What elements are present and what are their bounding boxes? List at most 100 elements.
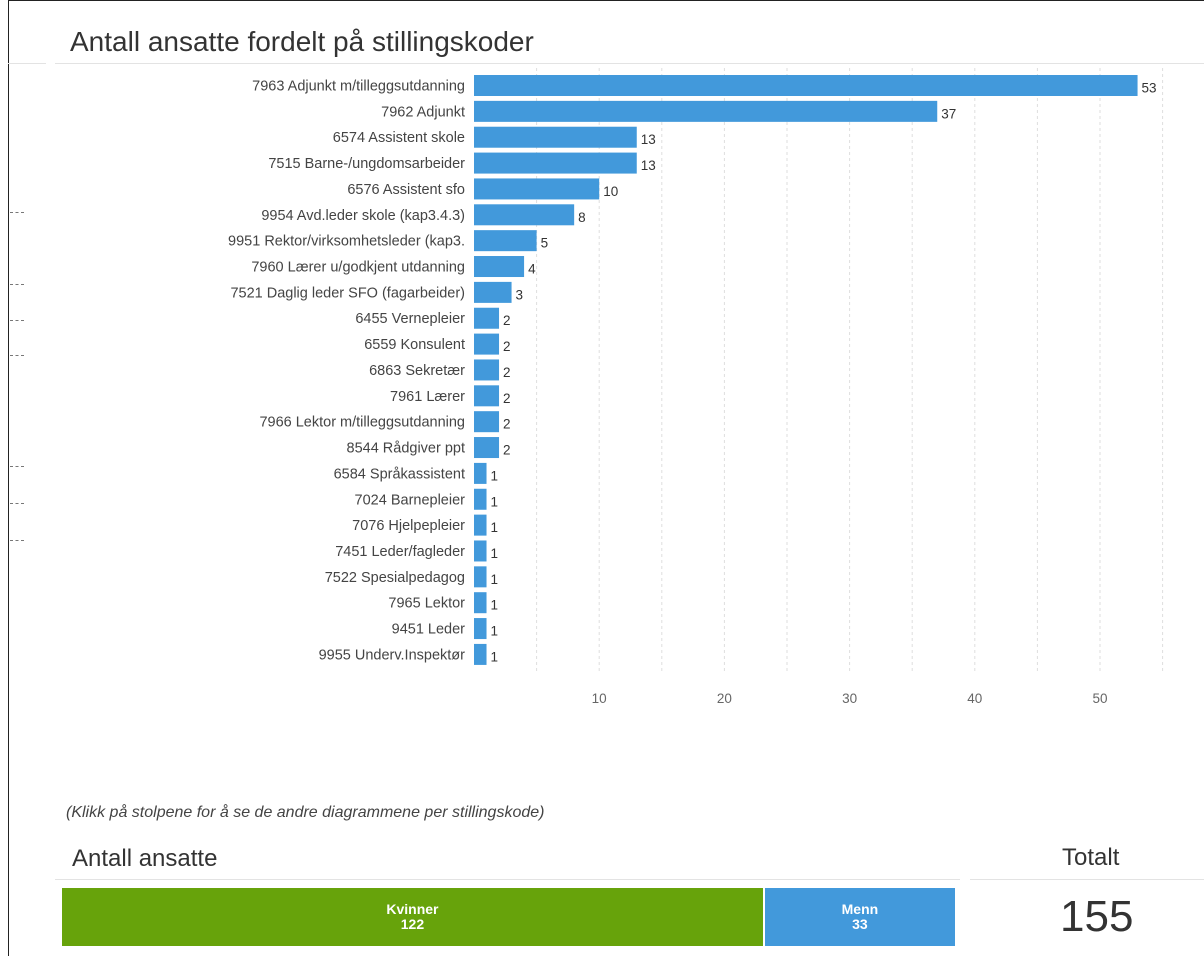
bar[interactable] (474, 592, 487, 614)
data-label: 2 (503, 313, 511, 328)
category-label: 8544 Rådgiver ppt (347, 441, 466, 457)
data-label: 1 (491, 649, 499, 664)
bar[interactable] (474, 488, 487, 510)
category-label: 9955 Underv.Inspektør (319, 647, 466, 663)
bar[interactable] (474, 307, 500, 329)
data-label: 1 (491, 468, 499, 483)
bar[interactable] (474, 204, 575, 226)
category-label: 6559 Konsulent (364, 337, 465, 353)
bar[interactable] (474, 385, 500, 407)
category-label: 6455 Vernepleier (355, 311, 465, 327)
bar[interactable] (474, 178, 600, 200)
category-label: 6863 Sekretær (369, 363, 465, 379)
bar[interactable] (474, 643, 487, 665)
data-label: 1 (491, 546, 499, 561)
data-label: 53 (1142, 81, 1157, 96)
data-label: 5 (541, 236, 549, 251)
x-tick-label: 30 (842, 691, 857, 706)
bar[interactable] (474, 566, 487, 588)
category-label: 7521 Daglig leder SFO (fagarbeider) (230, 285, 465, 301)
data-label: 1 (491, 494, 499, 509)
category-label: 7962 Adjunkt (381, 104, 465, 120)
bar[interactable] (474, 126, 637, 148)
side-dash (10, 284, 24, 285)
bar[interactable] (474, 100, 938, 122)
bar[interactable] (474, 281, 512, 303)
category-label: 7024 Barnepleier (355, 492, 466, 508)
category-label: 6584 Språkassistent (334, 466, 465, 482)
data-label: 37 (941, 106, 956, 121)
total-value: 155 (1060, 892, 1134, 941)
side-dash (10, 466, 24, 467)
bar[interactable] (474, 514, 487, 536)
data-label: 2 (503, 365, 511, 380)
men-count: 33 (852, 916, 868, 932)
x-tick-label: 10 (592, 691, 607, 706)
panel-left-border (8, 0, 9, 956)
bar[interactable] (474, 411, 500, 433)
side-dash (10, 355, 24, 356)
bar[interactable] (474, 256, 525, 278)
category-label: 7963 Adjunkt m/tilleggsutdanning (252, 79, 465, 95)
data-label: 2 (503, 339, 511, 354)
category-label: 7076 Hjelpepleier (352, 518, 465, 534)
data-label: 13 (641, 132, 656, 147)
men-label: Menn (841, 901, 879, 917)
data-label: 1 (491, 572, 499, 587)
category-label: 7966 Lektor m/tilleggsutdanning (259, 415, 465, 431)
bar[interactable] (474, 462, 487, 484)
category-label: 6574 Assistent skole (333, 130, 465, 146)
summary-title: Antall ansatte (72, 845, 218, 872)
category-label: 7522 Spesialpedagog (325, 570, 465, 586)
bar[interactable] (474, 437, 500, 459)
data-label: 1 (491, 598, 499, 613)
title-rule-left (8, 63, 46, 64)
bar[interactable] (474, 618, 487, 640)
data-label: 1 (491, 624, 499, 639)
data-label: 3 (516, 287, 524, 302)
side-dash (10, 212, 24, 213)
bar[interactable] (474, 152, 637, 174)
category-label: 9451 Leder (392, 622, 466, 638)
x-axis-ticks: 10 20 30 40 50 (592, 691, 1108, 706)
gridlines (536, 68, 1164, 674)
category-label: 9954 Avd.leder skole (kap3.4.3) (261, 208, 465, 224)
bar[interactable] (474, 75, 1138, 96)
category-label: 7515 Barne-/ungdomsarbeider (268, 156, 465, 172)
women-count: 122 (400, 916, 425, 932)
chart-title: Antall ansatte fordelt på stillingskoder (70, 26, 534, 57)
data-label: 13 (641, 158, 656, 173)
category-label: 7451 Leder/fagleder (335, 544, 465, 560)
side-dash (10, 503, 24, 504)
category-label: 7960 Lærer u/godkjent utdanning (251, 260, 465, 276)
data-label: 2 (503, 391, 511, 406)
data-label: 4 (528, 262, 536, 277)
total-title: Totalt (1062, 844, 1120, 871)
category-label: 7961 Lærer (390, 389, 465, 405)
gender-stacked-bar: Kvinner 122 Menn 33 (62, 888, 955, 946)
x-tick-label: 40 (967, 691, 982, 706)
x-tick-label: 50 (1092, 691, 1107, 706)
x-tick-label: 20 (717, 691, 732, 706)
data-label: 10 (603, 184, 618, 199)
side-dash (10, 320, 24, 321)
click-hint: (Klikk på stolpene for å se de andre dia… (66, 804, 545, 821)
bar[interactable] (474, 230, 537, 252)
data-label: 2 (503, 417, 511, 432)
panel-top-border (8, 0, 1204, 1)
women-label: Kvinner (386, 901, 439, 917)
women-segment[interactable]: Kvinner 122 (62, 888, 765, 946)
category-label: 6576 Assistent sfo (347, 182, 465, 198)
bar[interactable] (474, 359, 500, 381)
title-rule (55, 63, 1204, 64)
category-label: 9951 Rektor/virksomhetsleder (kap3. (228, 234, 465, 250)
bar[interactable] (474, 333, 500, 355)
total-rule (970, 879, 1204, 880)
summary-rule (55, 879, 960, 880)
data-label: 2 (503, 443, 511, 458)
category-label: 7965 Lektor (388, 596, 465, 612)
men-segment[interactable]: Menn 33 (764, 888, 955, 946)
bar[interactable] (474, 540, 487, 562)
